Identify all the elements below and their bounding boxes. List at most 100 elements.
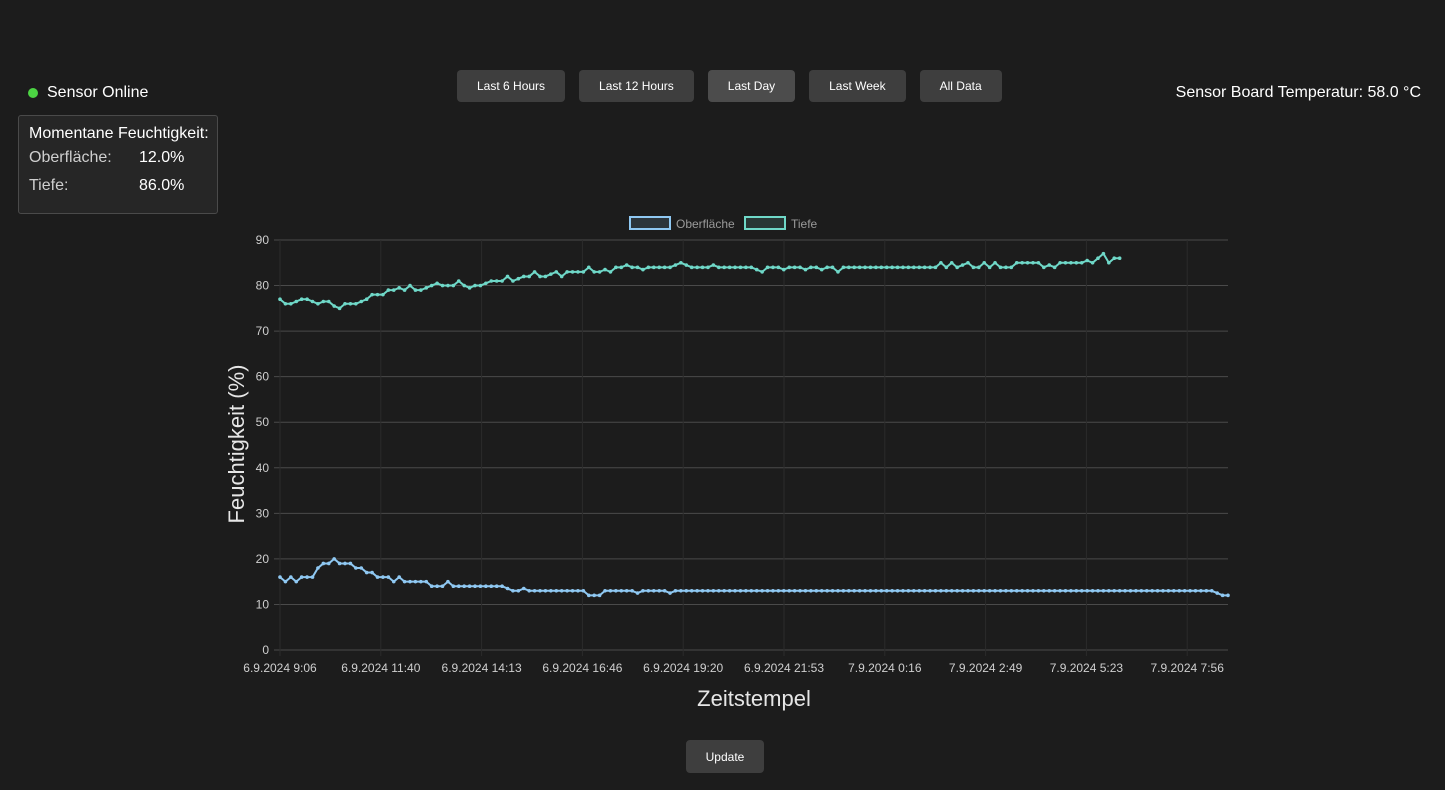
- data-point: [391, 579, 396, 584]
- last-day-button[interactable]: Last Day: [707, 70, 796, 102]
- data-point: [922, 588, 927, 593]
- data-point: [283, 579, 288, 584]
- data-point: [1182, 588, 1187, 593]
- data-point: [944, 588, 949, 593]
- data-point: [684, 588, 689, 593]
- data-point: [1009, 588, 1014, 593]
- data-point: [402, 579, 407, 584]
- card-title: Momentane Feuchtigkeit:: [29, 125, 209, 142]
- data-point: [624, 588, 629, 593]
- data-point: [792, 265, 797, 270]
- data-point: [679, 260, 683, 265]
- data-point: [987, 265, 992, 270]
- data-point: [960, 263, 965, 267]
- data-point: [727, 588, 732, 593]
- data-point: [343, 301, 347, 306]
- data-point: [473, 584, 477, 589]
- depth-value: 86.0%: [139, 177, 185, 194]
- data-point: [478, 283, 483, 288]
- data-point: [744, 588, 748, 593]
- data-point: [711, 588, 716, 593]
- data-point: [1069, 588, 1073, 593]
- last-week-button[interactable]: Last Week: [809, 70, 906, 102]
- data-point: [354, 566, 358, 570]
- data-point: [809, 265, 813, 270]
- data-point: [711, 263, 716, 267]
- all-data-button[interactable]: All Data: [919, 70, 1002, 102]
- series-layer: [278, 251, 1230, 598]
- data-point: [706, 265, 710, 270]
- last-12-hours-button[interactable]: Last 12 Hours: [579, 70, 694, 102]
- update-button[interactable]: Update: [686, 740, 764, 773]
- data-point: [657, 265, 661, 270]
- data-point: [278, 297, 282, 302]
- data-point: [646, 588, 651, 593]
- last-6-hours-button[interactable]: Last 6 Hours: [457, 70, 566, 102]
- data-point: [901, 588, 905, 593]
- data-point: [527, 274, 531, 279]
- data-point: [419, 579, 423, 584]
- data-point: [803, 588, 808, 593]
- legend: Oberfläche Tiefe: [629, 216, 818, 231]
- data-point: [776, 265, 781, 270]
- status-dot-icon: [28, 88, 38, 98]
- data-point: [917, 588, 922, 593]
- data-point: [1117, 256, 1122, 261]
- data-point: [608, 270, 613, 274]
- data-point: [592, 593, 596, 598]
- data-point: [1069, 260, 1073, 265]
- data-point: [781, 588, 786, 593]
- data-point: [1020, 588, 1024, 593]
- data-point: [559, 274, 564, 279]
- data-point: [966, 260, 970, 265]
- data-point: [538, 588, 542, 593]
- data-point: [451, 283, 456, 288]
- data-point: [1025, 260, 1030, 265]
- data-point: [787, 588, 792, 593]
- data-point: [456, 584, 461, 589]
- y-tick-label: 30: [256, 506, 270, 520]
- legend-swatch: [744, 216, 786, 230]
- data-point: [527, 588, 531, 593]
- data-point: [852, 588, 857, 593]
- data-point: [305, 297, 309, 302]
- data-point: [1090, 260, 1095, 265]
- data-point: [429, 584, 434, 589]
- y-tick-label: 20: [256, 552, 270, 566]
- y-tick-label: 10: [256, 597, 270, 611]
- data-point: [1193, 588, 1198, 593]
- data-point: [706, 588, 710, 593]
- data-point: [744, 265, 748, 270]
- data-point: [440, 584, 445, 589]
- data-point: [868, 588, 873, 593]
- data-point: [955, 265, 959, 270]
- data-point: [435, 281, 439, 286]
- data-point: [505, 586, 510, 591]
- data-point: [1058, 260, 1062, 265]
- data-point: [765, 588, 770, 593]
- data-point: [1004, 588, 1008, 593]
- data-point: [294, 299, 299, 304]
- data-point: [1042, 265, 1046, 270]
- card-row-depth: Tiefe: 86.0%: [29, 177, 217, 205]
- data-point: [971, 265, 976, 270]
- data-point: [316, 301, 320, 306]
- data-point: [478, 584, 483, 589]
- data-point: [375, 575, 380, 579]
- data-point: [814, 265, 819, 270]
- data-point: [1166, 588, 1171, 593]
- data-point: [754, 588, 759, 593]
- data-point: [825, 588, 829, 593]
- data-point: [662, 265, 667, 270]
- data-point: [1079, 260, 1084, 265]
- data-point: [305, 575, 309, 579]
- data-point: [532, 588, 537, 593]
- time-range-buttons: Last 6 Hours Last 12 Hours Last Day Last…: [457, 70, 1002, 102]
- x-tick-labels: 6.9.2024 9:06 6.9.2024 11:40 6.9.2024 14:1…: [243, 661, 1224, 675]
- data-point: [933, 588, 938, 593]
- data-point: [944, 265, 949, 270]
- data-point: [695, 588, 699, 593]
- data-point: [494, 584, 499, 589]
- data-point: [1199, 588, 1203, 593]
- data-point: [928, 265, 932, 270]
